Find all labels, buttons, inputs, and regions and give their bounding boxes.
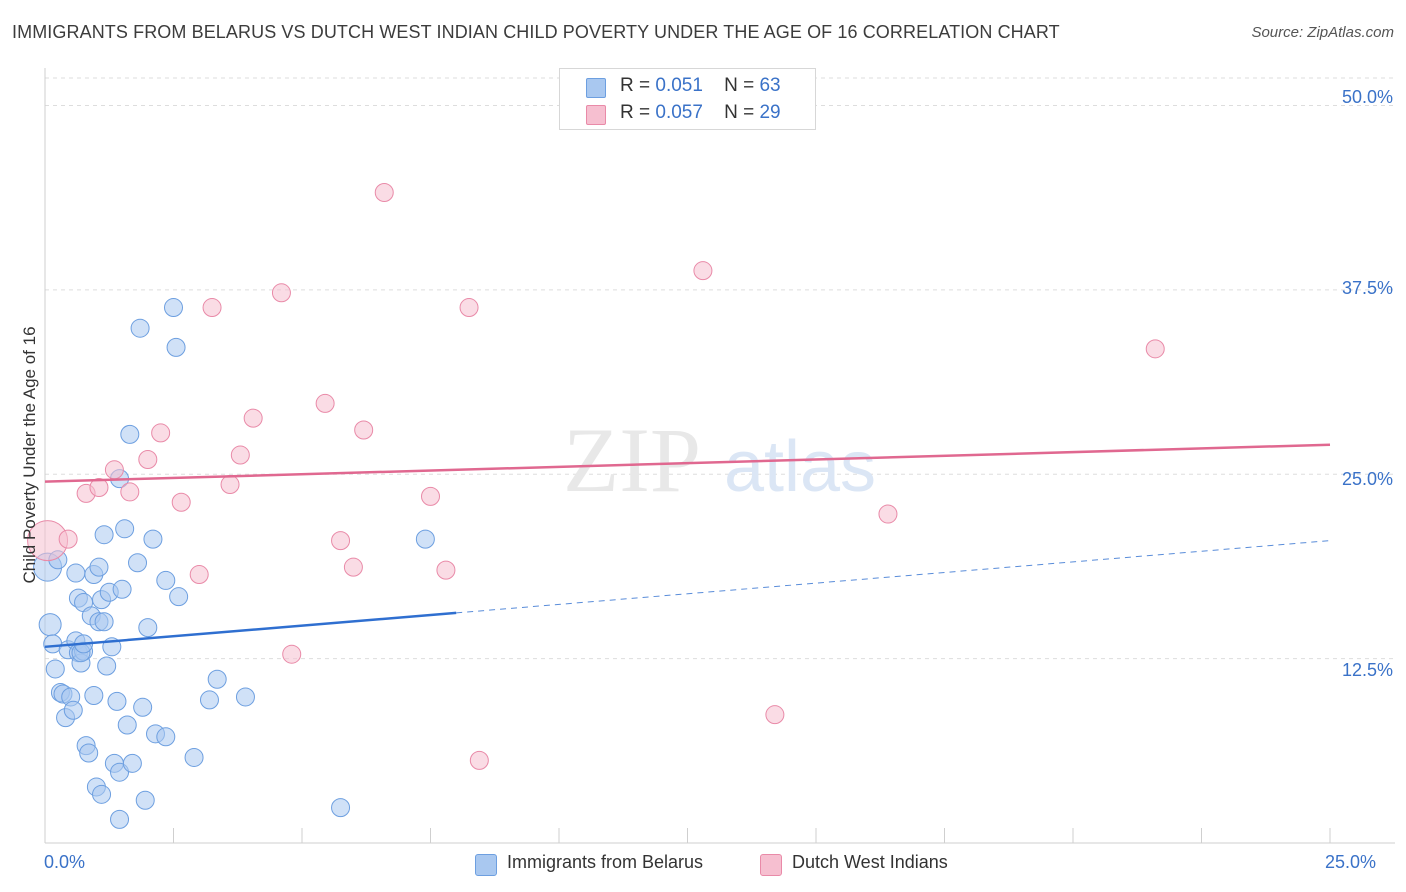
dutch-west-indian-point <box>230 445 250 465</box>
y-tick-label: 25.0% <box>1341 469 1393 489</box>
belarus-point <box>122 753 142 773</box>
dutch-west-indian-point <box>436 560 456 580</box>
belarus-point <box>92 784 112 804</box>
belarus-point <box>110 809 130 829</box>
belarus-point <box>415 529 435 549</box>
belarus-point <box>107 691 127 711</box>
dutch-west-indian-point <box>1145 339 1165 359</box>
belarus-point <box>133 697 153 717</box>
y-tick-label: 50.0% <box>1341 87 1393 107</box>
bottom-legend-label: Immigrants from Belarus <box>507 852 704 872</box>
dutch-west-indian-point <box>202 298 222 318</box>
legend-r-value: 0.051 <box>655 75 703 96</box>
trend-lines <box>44 443 1331 649</box>
legend-n-label: N = <box>724 102 755 123</box>
dutch-west-indian-point <box>354 420 374 440</box>
belarus-point <box>66 563 86 583</box>
belarus-point <box>135 790 155 810</box>
belarus-point <box>38 613 62 637</box>
dutch-west-indian-point <box>343 557 363 577</box>
belarus-point <box>84 685 104 705</box>
legend-n-label: N = <box>724 75 755 96</box>
belarus-point <box>79 743 99 763</box>
legend-n-value: 63 <box>759 75 781 96</box>
y-tick-label: 37.5% <box>1341 278 1393 298</box>
dutch-west-indian-trend-line <box>44 443 1331 483</box>
dutch-west-indian-point <box>693 261 713 281</box>
watermark-zip: ZIP <box>563 409 701 511</box>
dutch-west-indian-point <box>104 460 124 480</box>
y-tick-label: 12.5% <box>1341 660 1393 680</box>
x-tick-label-min: 0.0% <box>44 852 86 872</box>
belarus-point <box>184 747 204 767</box>
axes <box>44 68 1395 844</box>
belarus-point <box>112 579 132 599</box>
legend-n-value: 29 <box>759 102 781 123</box>
dutch-west-indian-point <box>120 482 140 502</box>
belarus-point <box>156 727 176 747</box>
legend-r-label: R = <box>620 102 651 123</box>
dutch-west-indian-point <box>151 423 171 443</box>
belarus-point <box>117 715 137 735</box>
dutch-west-indian-point <box>469 750 489 770</box>
legend-r-label: R = <box>620 75 651 96</box>
x-tick-label-max: 25.0% <box>1325 852 1377 872</box>
dutch-west-indian-point <box>171 492 191 512</box>
belarus-point <box>97 656 117 676</box>
dutch-west-indian-point <box>89 478 109 498</box>
belarus-point <box>120 424 140 444</box>
legend-swatch-pink <box>586 105 606 125</box>
dutch-west-indian-point <box>271 283 291 303</box>
legend-r-value: 0.057 <box>655 102 703 123</box>
dutch-west-indian-point <box>315 393 335 413</box>
belarus-point <box>130 318 150 338</box>
bottom-legend-swatch-pink <box>760 854 782 876</box>
belarus-point <box>235 687 255 707</box>
dutch-west-indian-point <box>459 298 479 318</box>
series-dutch-west-indian-points <box>27 182 1165 770</box>
belarus-trend-extension <box>456 540 1331 614</box>
watermark-atlas: atlas <box>724 427 876 507</box>
belarus-trend-line <box>44 611 457 649</box>
dutch-west-indian-point <box>421 486 440 506</box>
dutch-west-indian-point <box>878 504 898 524</box>
belarus-point <box>207 669 227 689</box>
belarus-point <box>199 690 219 710</box>
belarus-point <box>138 618 158 638</box>
dutch-west-indian-point <box>243 408 263 428</box>
belarus-point <box>45 659 65 679</box>
belarus-point <box>94 612 114 632</box>
series-belarus-points <box>33 298 435 829</box>
belarus-point <box>89 557 109 577</box>
belarus-point <box>94 525 114 545</box>
stats-legend: R = 0.051 N = 63 R = 0.057 N = 29 <box>559 68 816 130</box>
bottom-legend-label: Dutch West Indians <box>792 852 948 872</box>
dutch-west-indian-point <box>374 182 394 202</box>
belarus-point <box>63 700 83 720</box>
dutch-west-indian-point <box>58 529 78 549</box>
gridlines <box>45 77 1395 660</box>
source-label: Source: ZipAtlas.com <box>1251 24 1394 41</box>
bottom-legend-swatch-blue <box>475 854 497 876</box>
dutch-west-indian-point <box>282 644 302 664</box>
belarus-point <box>115 519 135 539</box>
belarus-point <box>169 587 189 607</box>
dutch-west-indian-point <box>138 449 158 469</box>
belarus-point <box>156 570 176 590</box>
belarus-point <box>331 798 351 818</box>
belarus-point <box>164 298 183 318</box>
dutch-west-indian-point <box>189 565 209 585</box>
belarus-point <box>143 529 163 549</box>
chart-title: IMMIGRANTS FROM BELARUS VS DUTCH WEST IN… <box>12 22 1060 42</box>
dutch-west-indian-point <box>220 475 240 495</box>
dutch-west-indian-point <box>765 705 785 725</box>
y-axis-label: Child Poverty Under the Age of 16 <box>20 326 39 584</box>
legend-swatch-blue <box>586 78 606 98</box>
dutch-west-indian-point <box>331 531 351 551</box>
belarus-point <box>128 553 148 573</box>
belarus-point <box>166 337 186 357</box>
